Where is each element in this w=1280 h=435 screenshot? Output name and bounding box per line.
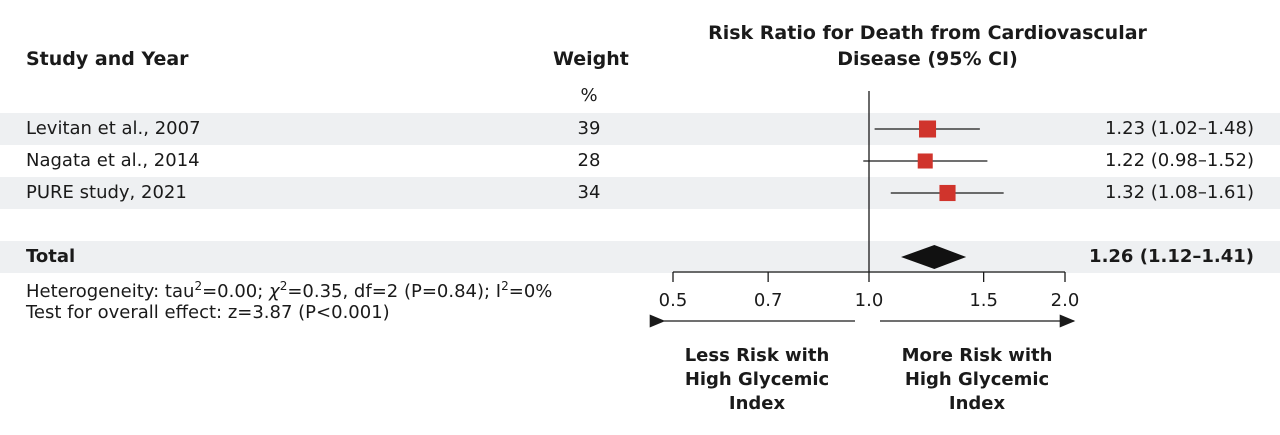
total-label: Total xyxy=(26,246,76,267)
header-effect-line2: Disease (95% CI) xyxy=(837,48,1018,70)
study-weight: 34 xyxy=(577,182,601,203)
row-stripe xyxy=(0,177,1280,209)
study-ci-text: 1.32 (1.08–1.61) xyxy=(1104,182,1254,203)
x-tick-label: 1.0 xyxy=(855,290,884,311)
header-weight-unit: % xyxy=(580,85,598,106)
header-study: Study and Year xyxy=(26,48,189,70)
study-name: PURE study, 2021 xyxy=(26,182,187,203)
study-name: Levitan et al., 2007 xyxy=(26,118,201,139)
study-weight: 39 xyxy=(577,118,601,139)
x-tick-label: 0.5 xyxy=(659,290,688,311)
header-weight: Weight xyxy=(553,48,629,70)
study-name: Nagata et al., 2014 xyxy=(26,150,200,171)
heterogeneity-text: Heterogeneity: tau2=0.00; χ2=0.35, df=2 … xyxy=(26,279,553,302)
total-ci-text: 1.26 (1.12–1.41) xyxy=(1089,246,1254,267)
row-stripe xyxy=(0,113,1280,145)
x-tick-label: 2.0 xyxy=(1051,290,1080,311)
x-tick-label: 1.5 xyxy=(969,290,998,311)
study-weight: 28 xyxy=(577,150,601,171)
direction-left-label: Less Risk with High Glycemic Index xyxy=(684,345,830,414)
header-effect-line1: Risk Ratio for Death from Cardiovascular xyxy=(708,22,1147,44)
x-tick-label: 0.7 xyxy=(754,290,783,311)
pooled-diamond xyxy=(901,245,967,269)
study-point-marker xyxy=(919,120,937,138)
direction-right-label: More Risk with High Glycemic Index xyxy=(901,345,1053,414)
study-point-marker xyxy=(939,184,956,202)
row-stripe xyxy=(0,241,1280,273)
overall-effect-text: Test for overall effect: z=3.87 (P<0.001… xyxy=(26,302,390,323)
study-point-marker xyxy=(917,153,933,169)
study-ci-text: 1.23 (1.02–1.48) xyxy=(1104,118,1254,139)
study-ci-text: 1.22 (0.98–1.52) xyxy=(1104,150,1254,171)
